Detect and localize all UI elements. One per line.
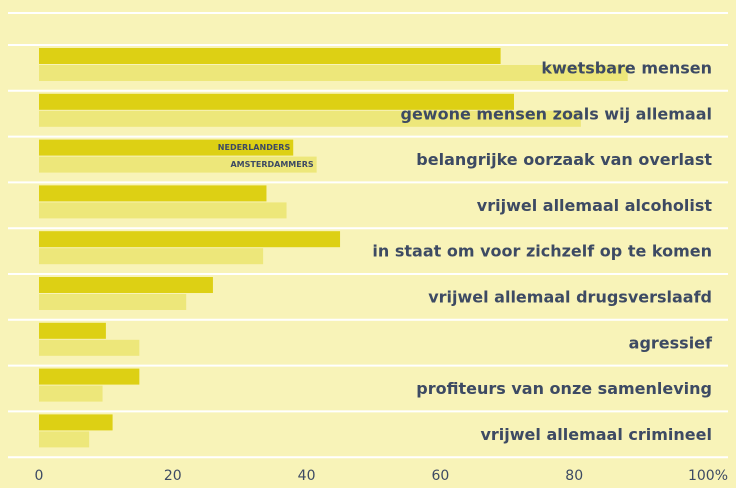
x-tick-label: 100% [688,468,728,484]
category-label: belangrijke oorzaak van overlast [416,150,712,169]
bar [39,431,90,448]
bar [39,322,106,339]
bar [39,368,140,385]
bar [39,248,264,265]
bar [39,277,213,293]
x-tick-label: 0 [35,468,44,484]
bar [39,414,113,431]
bar [39,48,501,64]
bar [39,139,294,156]
category-label: agressief [629,333,713,352]
bar [39,156,317,173]
bar [39,65,628,81]
bar [39,231,341,248]
bar [39,202,287,219]
category-label: gewone mensen zoals wij allemaal [400,104,712,123]
category-label: in staat om voor zichzelf op te komen [372,242,712,261]
category-label: vrijwel allemaal crimineel [480,425,712,444]
bar [39,93,514,110]
category-label: vrijwel allemaal alcoholist [477,196,713,215]
bar [39,110,581,127]
category-label: profiteurs van onze samenleving [416,379,712,398]
plot: 0 20 40 60 80 100% kwetsbare mensen gewone mens… [8,44,728,484]
bar [39,339,140,356]
bar [39,385,103,402]
bar [39,185,267,202]
x-tick-label: 20 [164,468,182,484]
category-label: kwetsbare mensen [541,59,712,78]
x-tick-label: 80 [565,468,583,484]
x-tick-label: 60 [431,468,449,484]
category-label: vrijwel allemaal drugsverslaafd [428,288,712,307]
x-tick-label: 40 [298,468,316,484]
legend-label: NEDERLANDERS [218,143,291,152]
legend-label: AMSTERDAMMERS [230,160,313,169]
bar [39,294,187,310]
